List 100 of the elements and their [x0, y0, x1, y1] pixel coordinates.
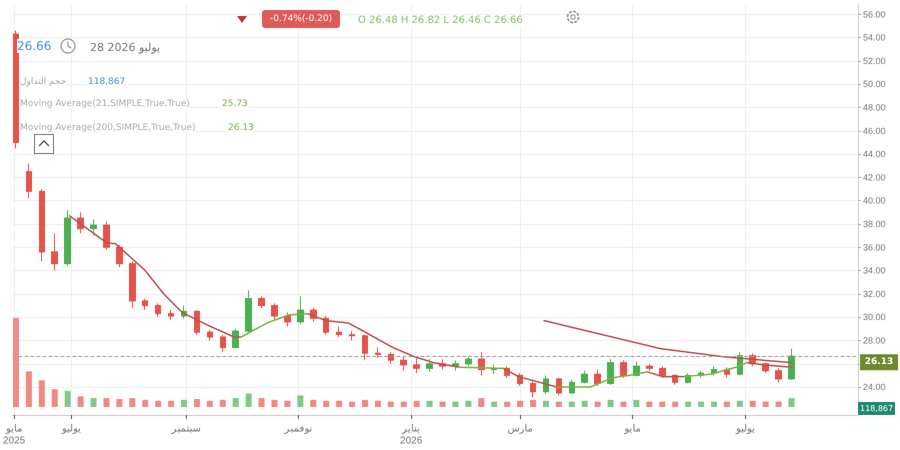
bar	[504, 402, 510, 407]
candlestick	[336, 326, 342, 338]
bar	[491, 402, 498, 407]
annotation: 28 2026 يوليو	[90, 41, 160, 54]
y-tick-label: 28.00	[863, 335, 886, 346]
bar	[724, 402, 730, 407]
candlestick	[388, 352, 394, 364]
bar	[336, 400, 342, 407]
bar	[26, 371, 32, 407]
bar	[620, 402, 626, 407]
bar	[440, 402, 446, 407]
candlestick	[400, 356, 407, 372]
y-tick-label: 50.00	[863, 79, 886, 90]
x-tick-label: نوفمبر	[283, 424, 312, 434]
bar	[568, 402, 575, 407]
candlestick	[258, 296, 265, 308]
annotation: Moving Average(200,SIMPLE,True,True)	[20, 123, 196, 133]
bar	[608, 400, 614, 407]
candlestick	[142, 298, 148, 311]
candlestick	[232, 328, 239, 350]
bar	[556, 402, 562, 407]
candlestick	[207, 329, 213, 341]
annotation: حجم التداول	[20, 77, 66, 87]
y-tick-label: 44.00	[863, 149, 886, 160]
y-tick-label: 46.00	[863, 126, 886, 136]
annotation: 26.66	[17, 39, 52, 53]
bar	[116, 398, 122, 407]
annotation: 26.13	[228, 123, 254, 133]
candlestick	[116, 244, 123, 268]
bar	[465, 400, 472, 407]
bar	[142, 400, 148, 407]
candlestick	[90, 218, 97, 236]
bar	[297, 395, 304, 407]
candlestick	[129, 260, 136, 308]
bar	[310, 400, 316, 407]
candlestick	[13, 30, 19, 149]
bar	[232, 398, 239, 407]
bar	[78, 396, 84, 407]
bar	[52, 389, 58, 407]
line-series	[543, 320, 792, 364]
candlestick	[362, 334, 368, 361]
x-tick-label: يوليو	[60, 424, 81, 434]
y-tick-label: 54.00	[863, 32, 886, 43]
y-tick-label: 24.00	[863, 382, 886, 392]
bar	[206, 400, 213, 407]
y-tick-label: 42.00	[863, 172, 886, 182]
candlestick	[581, 370, 588, 384]
bar	[414, 400, 420, 407]
bar	[659, 402, 666, 407]
bar	[194, 398, 200, 407]
bar	[323, 400, 330, 407]
candlestick	[155, 302, 161, 318]
y-tick-label: 48.00	[863, 102, 886, 112]
bar	[362, 400, 368, 407]
y-tick-label: 34.00	[863, 266, 886, 276]
bar	[698, 402, 704, 407]
y-tick-label: 36.00	[863, 242, 886, 252]
y-tick-label: 56.00	[863, 9, 886, 20]
candlestick	[284, 312, 291, 327]
bar	[400, 402, 407, 407]
bar	[582, 400, 588, 407]
bar	[633, 400, 640, 407]
x-tick-label: مايو	[624, 424, 641, 434]
annotation: 26.13	[864, 357, 894, 368]
candlestick	[168, 310, 174, 320]
candlestick	[103, 221, 110, 250]
bar	[284, 400, 290, 407]
bar	[374, 400, 381, 407]
candlestick	[26, 162, 32, 199]
candlestick	[64, 210, 71, 266]
bar	[530, 400, 536, 407]
bar	[594, 402, 601, 407]
bar	[776, 402, 782, 407]
candlestick	[465, 356, 472, 367]
bar	[788, 398, 795, 407]
bar	[168, 400, 174, 407]
candlestick	[220, 334, 226, 353]
candlestick	[51, 232, 58, 272]
candlestick	[39, 188, 45, 262]
text: 118,867	[858, 402, 896, 415]
bar	[349, 402, 356, 407]
bar	[258, 398, 265, 407]
bar	[685, 402, 692, 407]
bar	[388, 402, 394, 407]
annotation: -0.74%(-0.20)	[262, 10, 340, 28]
y-tick-label: 38.00	[863, 218, 886, 229]
candlestick	[775, 368, 782, 383]
bar	[646, 402, 652, 407]
y-tick-label: 32.00	[863, 288, 886, 299]
bar	[426, 400, 433, 407]
bar	[452, 402, 458, 407]
bar	[90, 398, 97, 407]
bar	[155, 400, 162, 407]
x-tick-label: سبتمبر	[170, 424, 200, 434]
candlestick	[607, 358, 614, 386]
candlestick	[349, 330, 355, 341]
y-tick-label: 52.00	[863, 56, 886, 66]
annotation: O 26.48 H 26.82 L 26.46 C 26.66	[358, 15, 523, 26]
bar	[750, 400, 756, 407]
bar	[220, 400, 226, 407]
